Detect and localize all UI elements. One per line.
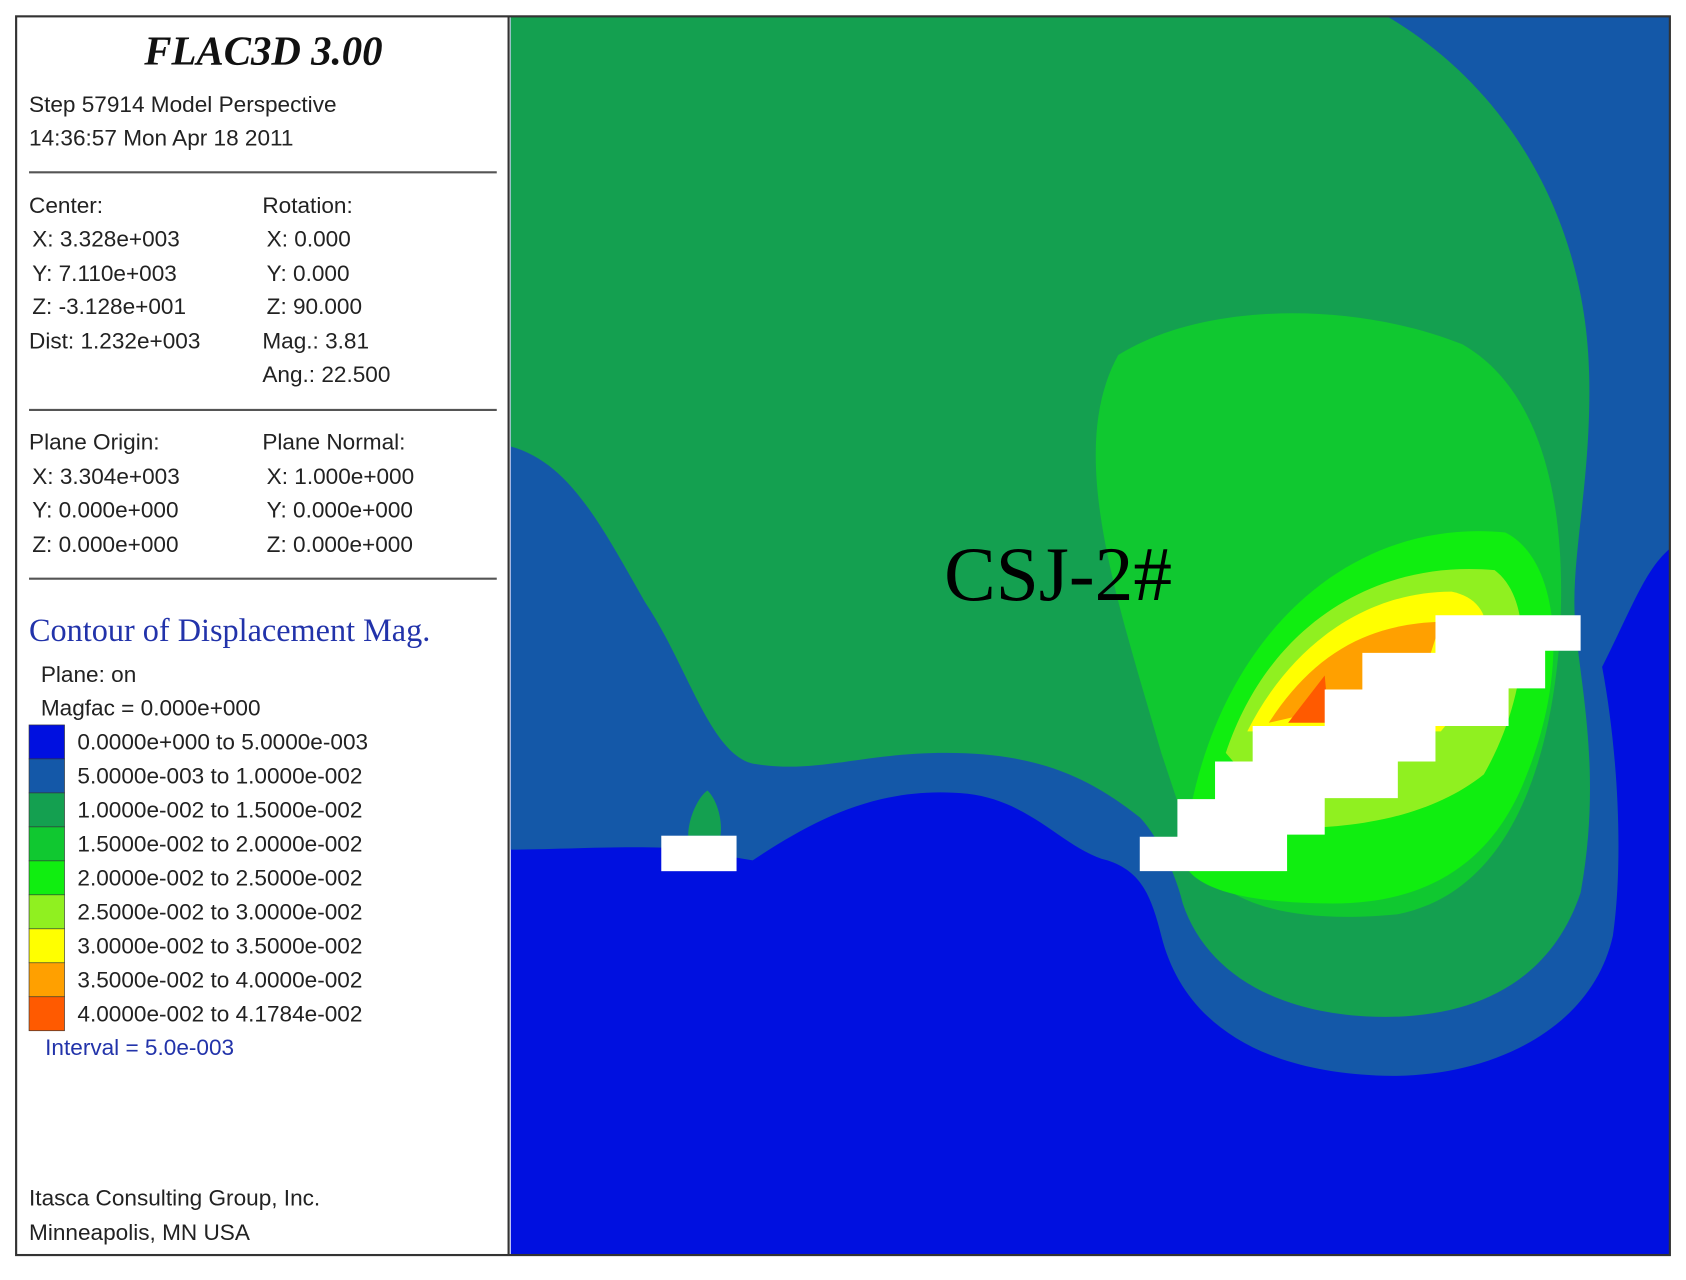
info-line: Step 57914 Model Perspective — [29, 92, 337, 117]
region-red — [1288, 675, 1330, 723]
value: Y: 0.000 — [267, 261, 350, 286]
legend-label: 4.0000e-002 to 4.1784e-002 — [77, 1002, 362, 1027]
title: FLAC3D 3.00 — [143, 29, 382, 74]
value: Magfac = 0.000e+000 — [41, 695, 261, 720]
value: X: 1.000e+000 — [267, 464, 415, 489]
label: Rotation: — [262, 193, 352, 218]
info-panel: FLAC3D 3.00 Step 57914 Model Perspective… — [15, 15, 1671, 1257]
value: Plane: on — [41, 662, 136, 687]
legend-swatch — [28, 724, 65, 760]
legend-label: 3.0000e-002 to 3.5000e-002 — [77, 934, 362, 959]
legend-swatch — [28, 894, 65, 930]
legend-swatch — [28, 792, 65, 828]
footer: Minneapolis, MN USA — [29, 1220, 251, 1245]
value: Z: 0.000e+000 — [32, 532, 178, 557]
label: Plane Origin: — [29, 430, 160, 455]
region-bump — [688, 790, 721, 836]
annotation: CSJ-2# — [944, 531, 1172, 617]
legend-swatch — [28, 758, 65, 794]
label: Center: — [29, 193, 103, 218]
value: Mag.: 3.81 — [262, 329, 369, 354]
value: Ang.: 22.500 — [262, 362, 390, 387]
legend-swatch — [28, 962, 65, 998]
value: X: 3.304e+003 — [32, 464, 180, 489]
legend-label: 0.0000e+000 to 5.0000e-003 — [77, 730, 368, 755]
legend-label: 2.0000e-002 to 2.5000e-002 — [77, 866, 362, 891]
value: Dist: 1.232e+003 — [29, 329, 200, 354]
legend-label: 2.5000e-002 to 3.0000e-002 — [77, 900, 362, 925]
excavation — [661, 835, 737, 872]
value: Z: 90.000 — [267, 294, 362, 319]
info-line: 14:36:57 Mon Apr 18 2011 — [29, 125, 293, 150]
value: Y: 0.000e+000 — [267, 497, 413, 522]
value: Z: -3.128e+001 — [32, 294, 186, 319]
value: Y: 7.110e+003 — [32, 261, 177, 286]
value: X: 3.328e+003 — [32, 226, 180, 251]
value: X: 0.000 — [267, 226, 351, 251]
footer: Itasca Consulting Group, Inc. — [29, 1186, 320, 1211]
legend-swatch — [28, 928, 65, 964]
legend-swatch — [28, 996, 65, 1032]
legend-label: 1.5000e-002 to 2.0000e-002 — [77, 832, 362, 857]
legend-swatch — [28, 860, 65, 896]
frame — [15, 15, 1671, 1257]
value: Y: 0.000e+000 — [32, 497, 178, 522]
excavation — [1139, 615, 1581, 872]
contour-title: Contour of Displacement Mag. — [29, 612, 430, 648]
legend-swatch — [28, 826, 65, 862]
legend-label: 5.0000e-003 to 1.0000e-002 — [77, 764, 362, 789]
legend-label: 3.5000e-002 to 4.0000e-002 — [77, 968, 362, 993]
interval: Interval = 5.0e-003 — [45, 1035, 234, 1060]
contour-plot: CSJ-2# — [510, 16, 1670, 1256]
value: Z: 0.000e+000 — [267, 532, 413, 557]
legend-label: 1.0000e-002 to 1.5000e-002 — [77, 798, 362, 823]
label: Plane Normal: — [262, 430, 405, 455]
